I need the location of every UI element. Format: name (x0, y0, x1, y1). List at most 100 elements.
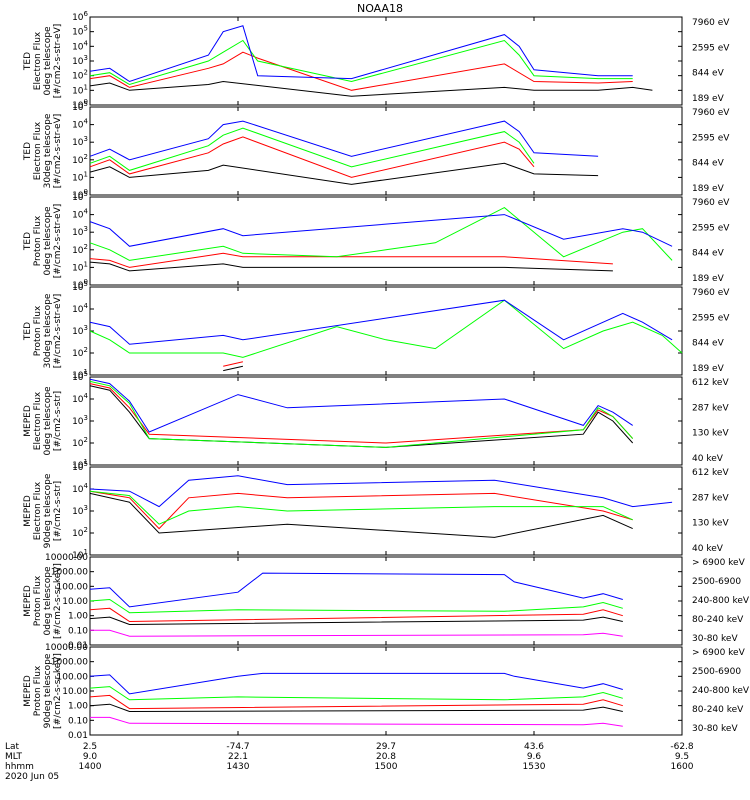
legend-item: 7960 eV (692, 198, 730, 208)
y-tick-label: 103 (72, 54, 88, 67)
legend-item: 40 keV (692, 544, 724, 554)
legend-item: 130 keV (692, 519, 729, 529)
y-tick-label: 0.01 (68, 731, 88, 741)
footer-value: -74.7 (226, 742, 249, 752)
series-844-ev (89, 207, 673, 261)
series-844-ev (89, 127, 535, 171)
panel-frame (89, 286, 683, 376)
y-axis-label: TEDProton Flux0deg telescope[#/cm2-s-str… (23, 204, 63, 279)
series-30-80-kev (89, 672, 623, 695)
legend-item: 80-240 keV (692, 615, 744, 625)
series-2500-6900 (89, 616, 623, 626)
footer-value: 1600 (671, 762, 694, 772)
legend-item: 844 eV (692, 249, 725, 259)
y-tick-label: 1000.00 (51, 658, 88, 668)
panel-8: 0.01 0.10 1.00 10.00 100.00 1000.00 10000.00ME… (23, 643, 750, 741)
legend-item: 844 eV (692, 69, 725, 79)
series-130-kev (89, 380, 634, 448)
footer-value: 29.7 (376, 742, 396, 752)
series-40-kev (89, 378, 633, 433)
y-tick-label: 103 (72, 135, 88, 148)
legend-item: 2595 eV (692, 313, 730, 323)
y-tick-label: 100.00 (57, 672, 89, 682)
series-2595-ev (223, 361, 244, 367)
series-2500-6900 (89, 703, 623, 713)
footer-value: 1400 (79, 762, 102, 772)
legend-item: 189 eV (692, 94, 725, 104)
legend-item: 189 eV (692, 274, 725, 284)
y-tick-label: 0.01 (68, 641, 88, 651)
panel-frame (89, 556, 683, 646)
y-tick-label: 104 (72, 118, 88, 131)
y-tick-label: 102 (72, 243, 88, 256)
series-7960-ev (223, 365, 244, 372)
y-tick-label: 100.00 (57, 582, 89, 592)
series-2595-ev (89, 252, 613, 268)
legend-item: 2595 eV (692, 133, 730, 143)
series-7960-ev (89, 80, 653, 97)
y-tick-label: 103 (72, 414, 88, 427)
series--6900-kev (90, 629, 623, 637)
y-tick-label: 1.00 (68, 702, 88, 712)
footer-value: 22.1 (228, 752, 248, 762)
series-189-ev (89, 214, 673, 247)
y-tick-label: 10.00 (62, 597, 88, 607)
panel-frame (89, 646, 683, 736)
legend-item: 189 eV (692, 184, 725, 194)
footer-row-label: Lat (5, 742, 20, 752)
y-tick-label: 104 (72, 39, 88, 52)
y-tick-label: 1.00 (68, 612, 88, 622)
panel-frame (89, 466, 683, 556)
legend-item: 287 keV (692, 493, 729, 503)
footer-value: 20.8 (376, 752, 396, 762)
footer-axis-labels: Lat 2.5 -74.7 29.7 43.6 -62.8 MLT 9.0 22.1 20.8 9.… (5, 742, 694, 782)
series-612-kev (89, 492, 633, 538)
series-30-80-kev (89, 572, 623, 608)
series-2595-ev (89, 136, 535, 178)
panel-frame (89, 196, 683, 286)
y-tick-label: 10000.00 (45, 643, 88, 653)
footer-value: 1500 (375, 762, 398, 772)
footer-value: 1530 (523, 762, 546, 772)
y-tick-label: 0.10 (68, 626, 88, 636)
y-tick-label: 1000.00 (51, 568, 88, 578)
series-612-kev (89, 385, 634, 448)
series-80-240-kev (89, 686, 623, 701)
y-tick-label: 102 (72, 436, 88, 449)
legend-item: 40 keV (692, 454, 724, 464)
series-40-kev (89, 475, 673, 508)
y-tick-label: 104 (72, 392, 88, 405)
legend-item: 240-800 keV (692, 596, 750, 606)
y-tick-label: 104 (72, 208, 88, 221)
y-tick-label: 10.00 (62, 687, 88, 697)
y-axis-label: MEPEDElectron Flux0deg telescope[#/cm2-s… (23, 386, 63, 456)
series-844-ev (89, 299, 683, 358)
y-tick-label: 102 (72, 69, 88, 82)
series--6900-kev (90, 716, 623, 727)
y-tick-label: 103 (72, 225, 88, 238)
y-axis-label: MEPEDProton Flux0deg telescope[#/cm2-s-s… (23, 563, 63, 639)
panel-frame (89, 376, 683, 466)
footer-row-label: hhmm (5, 762, 34, 772)
series-130-kev (89, 490, 633, 525)
y-tick-label: 102 (72, 346, 88, 359)
footer-value: -62.8 (670, 742, 694, 752)
y-axis-label: TEDProton Flux30deg telescope[#/cm2-s-st… (23, 293, 63, 368)
series-7960-ev (89, 261, 613, 272)
legend-item: > 6900 keV (692, 558, 746, 568)
footer-value: 1430 (227, 762, 250, 772)
y-tick-label: 101 (72, 260, 88, 273)
legend-item: 2500-6900 (692, 667, 741, 677)
legend-item: 240-800 keV (692, 686, 750, 696)
legend-item: 7960 eV (692, 18, 730, 28)
legend-item: 612 keV (692, 378, 729, 388)
series-80-240-kev (89, 598, 623, 614)
y-tick-label: 102 (72, 526, 88, 539)
y-tick-label: 106 (72, 10, 88, 23)
